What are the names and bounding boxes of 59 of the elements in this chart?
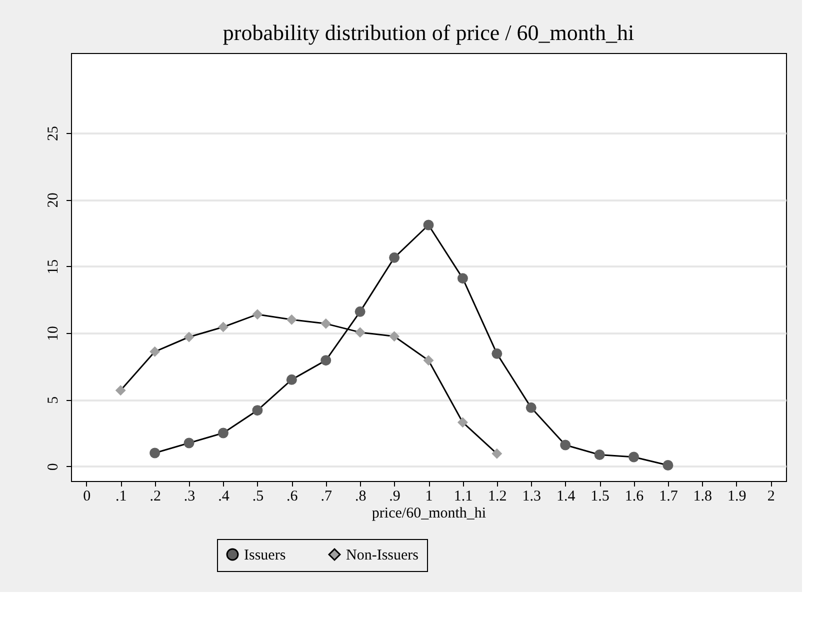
x-tick-label: .8 bbox=[354, 488, 366, 504]
point bbox=[662, 460, 674, 470]
point bbox=[423, 355, 434, 366]
y-tick-label: 15 bbox=[46, 259, 62, 274]
x-tick-label: 1.2 bbox=[488, 488, 507, 504]
point bbox=[184, 332, 194, 342]
point bbox=[286, 314, 297, 325]
x-tick-label: .5 bbox=[252, 488, 264, 504]
y-tick-label: 5 bbox=[46, 396, 62, 404]
x-tick-label: 1 bbox=[425, 488, 433, 504]
y-tick-label: 10 bbox=[46, 326, 62, 341]
x-tick-label: .1 bbox=[115, 488, 127, 504]
x-tick-label: .2 bbox=[150, 488, 161, 504]
point bbox=[354, 306, 366, 317]
point bbox=[389, 331, 400, 342]
y-tick-label: 0 bbox=[46, 463, 62, 471]
point bbox=[389, 252, 400, 263]
point bbox=[560, 440, 571, 450]
x-tick-label: .6 bbox=[286, 488, 298, 504]
point bbox=[526, 402, 536, 413]
point bbox=[492, 448, 502, 459]
point bbox=[594, 450, 605, 460]
point bbox=[150, 448, 160, 458]
x-tick-label: .4 bbox=[218, 488, 230, 504]
point bbox=[184, 438, 194, 448]
x-tick-label: 1.7 bbox=[659, 488, 678, 504]
point bbox=[320, 355, 332, 366]
point bbox=[115, 385, 126, 396]
point bbox=[218, 322, 228, 332]
x-tick-label: 1.5 bbox=[590, 488, 610, 504]
point bbox=[457, 273, 468, 284]
x-tick-label: 2 bbox=[767, 488, 775, 504]
point bbox=[492, 348, 502, 359]
y-tick-label: 20 bbox=[46, 192, 62, 208]
x-tick-label: 1.6 bbox=[624, 488, 644, 504]
legend-label: Non-Issuers bbox=[346, 548, 419, 564]
x-tick-label: 1.4 bbox=[556, 488, 576, 504]
point bbox=[320, 318, 332, 329]
point bbox=[252, 405, 263, 416]
x-tick-label: .9 bbox=[389, 488, 400, 504]
legend-label: Issuers bbox=[244, 548, 286, 564]
x-tick-label: .3 bbox=[184, 488, 196, 504]
x-tick-label: 1.9 bbox=[728, 488, 746, 504]
point bbox=[286, 374, 297, 385]
x-axis-title: price/60_month_hi bbox=[372, 506, 486, 522]
point bbox=[628, 452, 640, 462]
point bbox=[218, 428, 228, 438]
x-tick-label: 1.3 bbox=[522, 488, 542, 504]
x-tick-label: 1.1 bbox=[454, 488, 473, 504]
point bbox=[457, 417, 468, 428]
point bbox=[150, 346, 160, 357]
x-tick-label: 0 bbox=[83, 488, 91, 504]
x-tick-label: 1.8 bbox=[693, 488, 712, 504]
point bbox=[252, 309, 263, 320]
x-tick-label: .7 bbox=[320, 488, 332, 504]
point bbox=[423, 220, 434, 230]
chart-title: probability distribution of price / 60_month_hi bbox=[222, 20, 634, 45]
y-tick-label: 25 bbox=[46, 126, 62, 141]
point bbox=[354, 327, 366, 338]
